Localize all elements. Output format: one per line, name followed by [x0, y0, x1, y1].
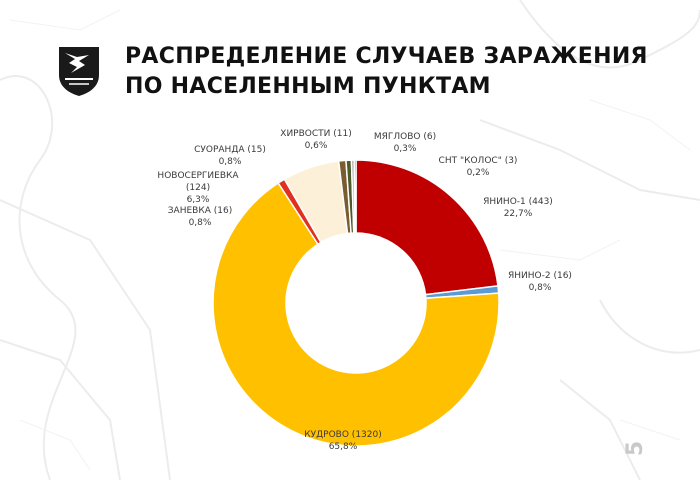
slice-label-6: ХИРВОСТИ (11) 0,6% — [280, 129, 351, 151]
slice-label-4: НОВОСЕРГИЕВКА (124) 6,3% — [157, 171, 239, 205]
slice-2 — [212, 181, 500, 447]
coat-of-arms-logo — [59, 47, 99, 96]
slice-label-1: ЯНИНО-2 (16) 0,8% — [508, 271, 572, 293]
slice-label-3: ЗАНЕВКА (16) 0,8% — [168, 206, 232, 228]
page-title: РАСПРЕДЕЛЕНИЕ СЛУЧАЕВ ЗАРАЖЕНИЯ ПО НАСЕЛ… — [125, 44, 648, 99]
slice-8 — [353, 159, 357, 234]
slice-0 — [355, 159, 499, 296]
chart-slices — [212, 159, 500, 447]
slice-label-0: ЯНИНО-1 (443) 22,7% — [483, 197, 553, 219]
chart-labels: ЯНИНО-1 (443) 22,7% ЯНИНО-2 (16) 0,8% КУДРОВ… — [157, 129, 572, 452]
slice-label-7: МЯГЛОВО (6) 0,3% — [374, 132, 436, 154]
slice-label-5: СУОРАНДА (15) 0,8% — [194, 145, 266, 167]
slice-label-8: СНТ "КОЛОС" (3) 0,2% — [439, 156, 518, 178]
slice-label-2: КУДРОВО (1320) 65,8% — [304, 430, 381, 452]
page-number: 5 — [623, 440, 649, 457]
